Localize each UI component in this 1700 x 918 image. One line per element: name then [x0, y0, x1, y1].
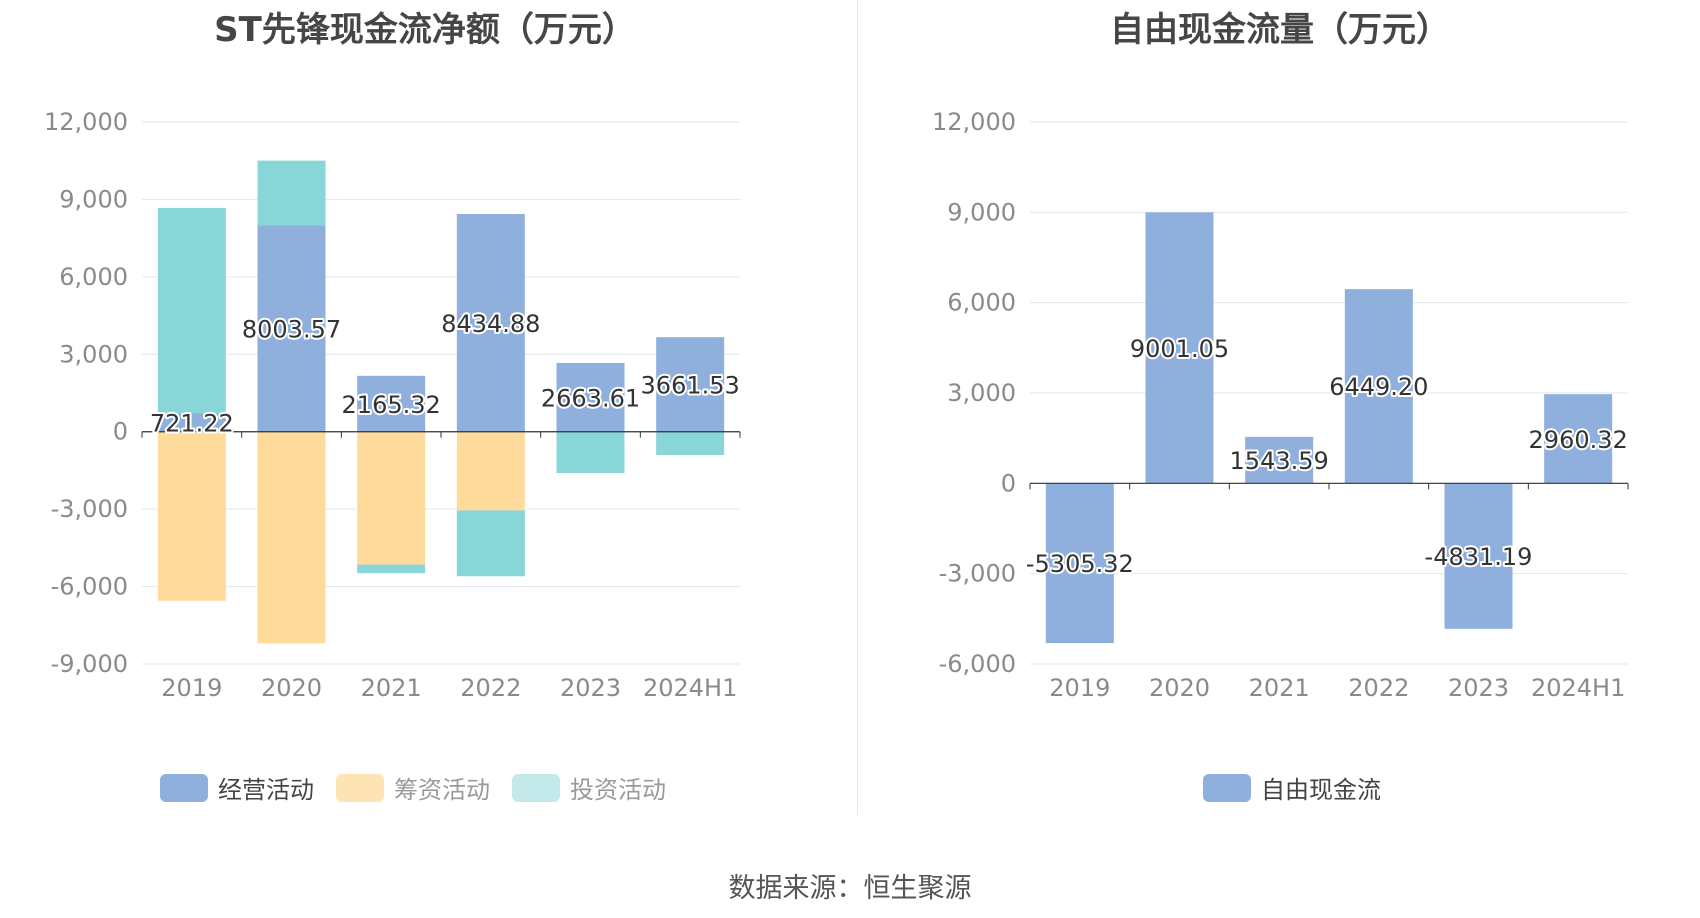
left-data-label: 8003.57 — [242, 315, 341, 343]
legend-label-financing: 筹资活动 — [394, 776, 490, 804]
left-bar-2022-s2 — [456, 510, 525, 577]
left-ytick-label: -6,000 — [51, 573, 128, 601]
left-xtick-label: 2022 — [460, 674, 521, 702]
right-chart-title: 自由现金流量（万元） — [1110, 10, 1450, 50]
legend-item-fcf[interactable]: 自由现金流 — [1203, 770, 1381, 805]
legend-item-operating[interactable]: 经营活动 — [160, 770, 314, 805]
right-xtick-label: 2022 — [1348, 674, 1409, 702]
left-data-label: 2663.61 — [541, 384, 640, 412]
left-bar-2021-s2 — [357, 564, 426, 574]
panel-divider — [857, 0, 858, 815]
left-ytick-label: 3,000 — [59, 340, 128, 368]
left-ytick-label: 0 — [113, 418, 128, 446]
right-ytick-label: 9,000 — [947, 198, 1016, 226]
left-data-label: 8434.88 — [441, 310, 540, 338]
legend-swatch-operating — [160, 773, 208, 802]
right-ytick-label: 3,000 — [947, 379, 1016, 407]
left-xtick-label: 2020 — [261, 674, 322, 702]
left-ytick-label: -3,000 — [51, 495, 128, 523]
right-data-label: -4831.19 — [1425, 543, 1533, 571]
right-data-label: -5305.32 — [1026, 550, 1134, 578]
legend-item-investing[interactable]: 投资活动 — [512, 770, 666, 805]
left-bar-2019-s0 — [157, 413, 226, 432]
legend-item-financing[interactable]: 筹资活动 — [336, 770, 490, 805]
right-data-label: 2960.32 — [1529, 426, 1628, 454]
left-xtick-label: 2021 — [361, 674, 422, 702]
left-bar-2024H1-s2 — [656, 431, 725, 455]
right-xtick-label: 2024H1 — [1531, 674, 1625, 702]
data-source: 数据来源：恒生聚源 — [728, 873, 972, 904]
left-bar-2022-s1 — [456, 431, 525, 511]
left-ytick-label: 9,000 — [59, 185, 128, 213]
left-legend: 经营活动 筹资活动 投资活动 — [160, 770, 688, 805]
right-bar-2020 — [1145, 212, 1214, 484]
right-xtick-label: 2020 — [1149, 674, 1210, 702]
left-ytick-label: -9,000 — [51, 650, 128, 678]
left-bar-2023-s2 — [556, 431, 625, 474]
right-ytick-label: 6,000 — [947, 289, 1016, 317]
left-chart-title: ST先锋现金流净额（万元） — [214, 10, 636, 50]
left-bar-2019-s2 — [157, 207, 226, 414]
left-bar-2020-s0 — [257, 225, 326, 432]
left-bar-2020-s2 — [257, 160, 326, 226]
right-xtick-label: 2019 — [1049, 674, 1110, 702]
right-bar-2021 — [1245, 436, 1314, 484]
left-bar-2021-s1 — [357, 431, 426, 565]
right-data-label: 1543.59 — [1230, 447, 1329, 475]
right-ytick-label: -3,000 — [939, 560, 1016, 588]
legend-label-investing: 投资活动 — [570, 776, 666, 804]
left-ytick-label: 6,000 — [59, 263, 128, 291]
right-xtick-label: 2023 — [1448, 674, 1509, 702]
right-ytick-label: -6,000 — [939, 650, 1016, 678]
left-xtick-label: 2019 — [161, 674, 222, 702]
left-data-label: 3661.53 — [641, 371, 740, 399]
right-bar-2022 — [1344, 289, 1413, 484]
right-ytick-label: 12,000 — [932, 108, 1016, 136]
left-xtick-label: 2024H1 — [643, 674, 737, 702]
left-bar-2019-s1 — [157, 431, 226, 601]
left-ytick-label: 12,000 — [44, 108, 128, 136]
right-legend: 自由现金流 — [1203, 770, 1403, 805]
legend-label-fcf: 自由现金流 — [1261, 776, 1381, 804]
right-xtick-label: 2021 — [1249, 674, 1310, 702]
right-ytick-label: 0 — [1001, 469, 1016, 497]
legend-swatch-investing — [512, 773, 560, 802]
left-data-label: 2165.32 — [342, 391, 441, 419]
legend-label-operating: 经营活动 — [218, 776, 314, 804]
right-data-label: 6449.20 — [1329, 373, 1428, 401]
legend-swatch-fcf — [1203, 773, 1251, 802]
right-data-label: 9001.05 — [1130, 335, 1229, 363]
right-bar-2024H1 — [1544, 394, 1613, 484]
left-bar-2023-s0 — [556, 362, 625, 432]
right-bar-2023 — [1444, 483, 1513, 629]
right-bar-2019 — [1045, 483, 1114, 644]
left-xtick-label: 2023 — [560, 674, 621, 702]
left-bar-2024H1-s0 — [656, 337, 725, 432]
legend-swatch-financing — [336, 773, 384, 802]
left-bar-2021-s0 — [357, 375, 426, 432]
left-bar-2020-s1 — [257, 431, 326, 644]
left-bar-2022-s0 — [456, 214, 525, 432]
left-data-label: 721.22 — [150, 409, 234, 437]
